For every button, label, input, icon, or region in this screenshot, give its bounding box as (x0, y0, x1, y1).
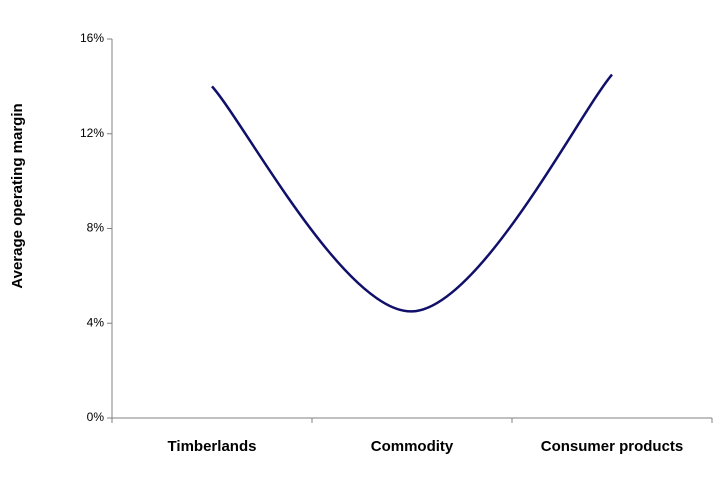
y-tick-label: 16% (80, 31, 104, 45)
y-tick-label: 4% (87, 315, 105, 329)
x-tick-label: Commodity (371, 438, 454, 455)
y-tick-label: 0% (87, 410, 105, 424)
y-axis-label: Average operating margin (9, 103, 26, 288)
x-tick-label: Consumer products (541, 438, 684, 455)
y-tick-label: 8% (87, 221, 105, 235)
y-tick-label: 12% (80, 126, 104, 140)
x-tick-label: Timberlands (168, 438, 257, 455)
line (211, 73, 613, 313)
